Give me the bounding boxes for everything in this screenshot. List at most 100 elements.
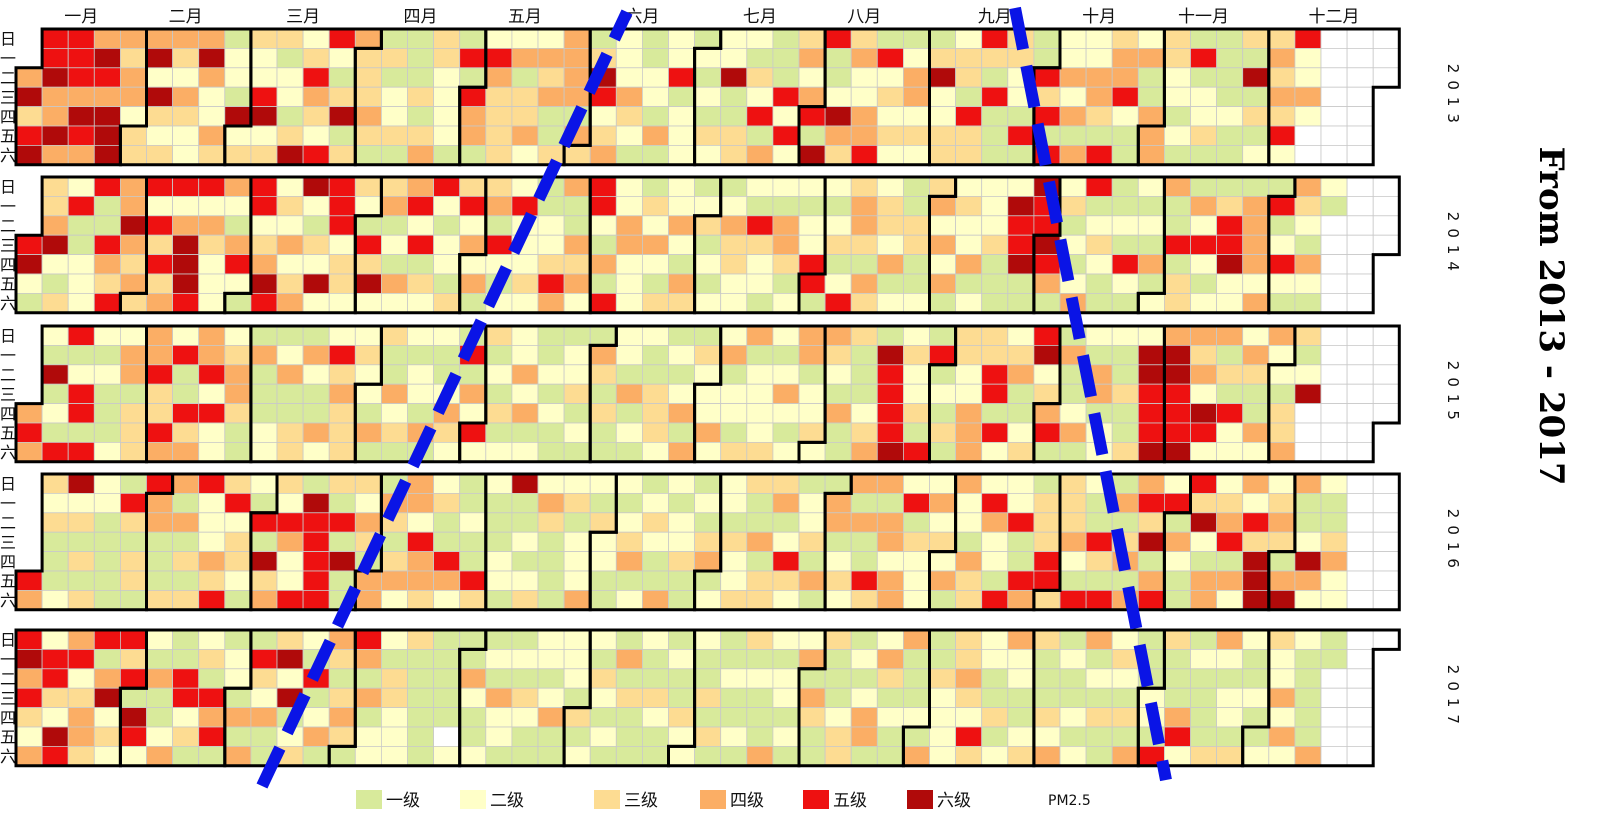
- day-cell: [1059, 67, 1087, 88]
- day-cell: [1268, 551, 1296, 572]
- day-cell: [746, 215, 774, 236]
- day-cell: [1007, 344, 1035, 366]
- day-cell: [1242, 176, 1270, 197]
- day-cell: [955, 125, 983, 146]
- day-cell: [1346, 292, 1374, 314]
- day-cell: [929, 364, 957, 385]
- day-cell: [694, 629, 722, 650]
- day-cell: [929, 344, 957, 366]
- day-cell: [1033, 383, 1061, 405]
- day-cell: [146, 649, 174, 670]
- day-cell: [354, 125, 382, 146]
- day-cell: [1007, 176, 1035, 197]
- day-cell: [537, 629, 565, 650]
- day-cell: [537, 512, 565, 533]
- day-cell: [746, 48, 774, 69]
- day-cell: [955, 441, 983, 463]
- day-cell: [1007, 441, 1035, 463]
- day-cell: [746, 492, 774, 514]
- day-cell: [1164, 67, 1191, 88]
- day-cell: [798, 234, 826, 255]
- day-cell: [328, 473, 356, 494]
- day-cell: [668, 273, 696, 294]
- day-cell: [146, 86, 174, 107]
- day-cell: [903, 48, 930, 69]
- day-cell: [1164, 726, 1191, 747]
- day-cell: [1372, 383, 1400, 405]
- day-cell: [1372, 344, 1400, 366]
- day-cell: [1216, 364, 1244, 385]
- day-cell: [615, 707, 643, 728]
- day-cell: [589, 422, 617, 443]
- day-cell: [1372, 570, 1400, 591]
- day-cell: [720, 687, 748, 709]
- day-cell: [720, 28, 748, 49]
- day-cell: [1320, 492, 1348, 514]
- day-cell: [407, 106, 435, 127]
- day-cell: [1216, 512, 1244, 533]
- day-cell: [668, 125, 696, 146]
- day-cell: [276, 441, 304, 463]
- day-cell: [407, 344, 435, 366]
- day-cell: [1164, 86, 1191, 107]
- weekday-label: 五: [0, 275, 16, 294]
- day-cell: [328, 67, 356, 88]
- day-cell: [1137, 364, 1165, 385]
- day-cell: [876, 325, 904, 346]
- day-cell: [146, 492, 174, 514]
- day-cell: [798, 726, 826, 747]
- day-cell: [746, 551, 774, 572]
- day-cell: [903, 590, 930, 611]
- day-cell: [433, 707, 461, 728]
- day-cell: [537, 383, 565, 405]
- day-cell: [146, 629, 174, 650]
- day-cell: [1242, 492, 1270, 514]
- day-cell: [563, 344, 591, 366]
- day-cell: [433, 551, 461, 572]
- day-cell: [1033, 106, 1061, 127]
- day-cell: [746, 512, 774, 533]
- legend-swatch: [356, 790, 382, 809]
- day-cell: [93, 215, 121, 236]
- day-cell: [929, 106, 957, 127]
- day-cell: [511, 86, 539, 107]
- day-cell: [824, 67, 852, 88]
- day-cell: [668, 629, 696, 650]
- weekday-label: 日: [0, 631, 16, 650]
- day-cell: [1242, 590, 1270, 611]
- day-cell: [67, 344, 95, 366]
- day-cell: [903, 86, 930, 107]
- day-cell: [511, 28, 539, 49]
- day-cell: [1033, 746, 1061, 767]
- day-cell: [172, 195, 200, 217]
- day-cell: [276, 48, 304, 69]
- day-cell: [1137, 273, 1165, 294]
- day-cell: [1294, 344, 1322, 366]
- day-cell: [1137, 144, 1165, 166]
- day-cell: [1137, 325, 1165, 346]
- day-cell: [1216, 531, 1244, 553]
- day-cell: [276, 364, 304, 385]
- day-cell: [459, 422, 487, 443]
- day-cell: [1111, 273, 1139, 294]
- day-cell: [955, 687, 983, 709]
- day-cell: [380, 668, 408, 689]
- day-cell: [1268, 403, 1296, 424]
- day-cell: [120, 344, 147, 366]
- day-cell: [198, 629, 226, 650]
- day-cell: [1372, 325, 1400, 346]
- day-cell: [407, 403, 435, 424]
- day-cell: [642, 106, 669, 127]
- day-cell: [511, 422, 539, 443]
- day-cell: [380, 707, 408, 728]
- day-cell: [276, 106, 304, 127]
- day-cell: [41, 67, 69, 88]
- day-cell: [485, 687, 513, 709]
- day-cell: [981, 364, 1009, 385]
- day-cell: [224, 383, 252, 405]
- day-cell: [798, 707, 826, 728]
- day-cell: [981, 273, 1009, 294]
- day-cell: [459, 292, 487, 314]
- day-cell: [589, 364, 617, 385]
- day-cell: [903, 234, 930, 255]
